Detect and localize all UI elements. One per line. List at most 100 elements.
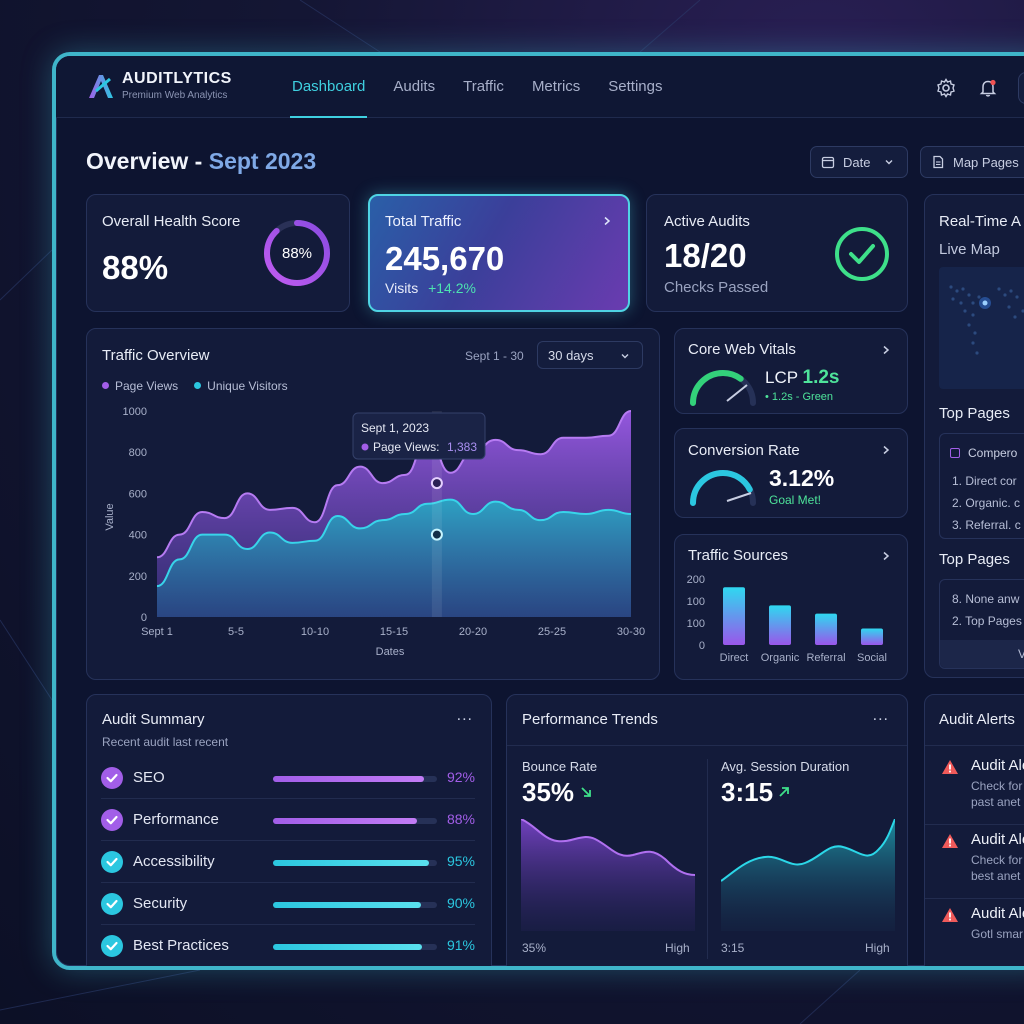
top-page-item[interactable]: 8. None anw [952, 592, 1020, 606]
audit-row-security[interactable]: Security 90% [101, 883, 475, 925]
lcp-label: LCP [765, 368, 798, 387]
health-score-ring: 88% [264, 220, 330, 286]
range-select[interactable]: 30 days [537, 341, 643, 369]
audit-label: Best Practices [133, 937, 229, 954]
conversion-rate-card[interactable]: Conversion Rate 3.12% Goal Met! [674, 428, 908, 518]
bar-referral[interactable] [815, 613, 837, 645]
audit-percent: 95% [446, 853, 475, 869]
calendar-icon [821, 156, 835, 169]
check-icon [101, 851, 123, 873]
bell-icon[interactable] [978, 78, 998, 98]
brand-logo[interactable]: AUDITLYTICS Premium Web Analytics [86, 70, 232, 101]
performance-title: Performance Trends [522, 711, 658, 728]
y-tick-label: 200 [687, 574, 705, 586]
chevron-right-icon[interactable] [881, 551, 891, 561]
session-foot-left: 3:15 [721, 941, 745, 955]
nav-audits[interactable]: Audits [393, 78, 436, 95]
health-score-card[interactable]: Overall Health Score 88% 88% [86, 194, 350, 312]
chevron-right-icon[interactable] [881, 345, 891, 355]
nav-metrics[interactable]: Metrics [531, 78, 581, 95]
chart-tooltip: Sept 1, 2023 Page Views: 1,383 [352, 412, 486, 460]
x-tick-label: 5-5 [228, 626, 244, 638]
bar-social[interactable] [861, 628, 883, 646]
map-pages-button[interactable]: Map Pages [920, 146, 1024, 178]
check-icon [101, 935, 123, 957]
alert-line: best anet [971, 869, 1021, 883]
chevron-right-icon[interactable] [602, 216, 612, 226]
audit-alert-item[interactable]: Audit Ale Check for best anet [925, 821, 1024, 899]
traffic-area-chart[interactable]: 0 200 400 600 800 1000 Value Sept 1, 2023 Page V… [87, 399, 661, 669]
view-more-bar[interactable]: V [940, 640, 1024, 668]
live-map[interactable] [939, 267, 1024, 389]
more-menu-icon[interactable]: ... [872, 707, 889, 724]
bounce-rate-label: Bounce Rate [522, 759, 598, 774]
bar-direct[interactable] [723, 587, 745, 645]
nav-settings[interactable]: Settings [608, 78, 663, 95]
traffic-sources-bar-chart: 0 100 100 200 Direct Organic Referral Social [687, 574, 887, 664]
page-title-text: Overview - [86, 148, 209, 174]
date-filter-button[interactable]: Date [810, 146, 908, 178]
bar-category-label: Social [857, 652, 887, 664]
check-icon [101, 893, 123, 915]
traffic-overview-card: Traffic Overview Sept 1 - 30 30 days Pag… [86, 328, 660, 680]
audit-row-performance[interactable]: Performance 88% [101, 799, 475, 841]
top-page-item[interactable]: 1. Direct cor [952, 474, 1017, 488]
top-page-item[interactable]: 3. Referral. c [952, 518, 1021, 532]
audit-summary-title: Audit Summary [102, 711, 205, 728]
lcp-readout: LCP 1.2s [765, 367, 839, 389]
compare-label: Compero [968, 446, 1018, 460]
audit-alert-item[interactable]: Audit Ale Check for past anet [925, 747, 1024, 825]
compare-row[interactable]: Compero [950, 446, 1017, 460]
audit-progress-fill [273, 860, 429, 866]
y-tick-label: 100 [687, 596, 705, 608]
app-window: AUDITLYTICS Premium Web Analytics Dashbo… [52, 52, 1024, 970]
health-score-value: 88% [102, 249, 169, 286]
top-page-item[interactable]: 2. Top Pages [952, 614, 1022, 628]
chevron-right-icon[interactable] [881, 445, 891, 455]
more-menu-icon[interactable]: ... [456, 707, 473, 724]
chart-legend: Page Views Unique Visitors [102, 379, 288, 393]
check-icon [101, 809, 123, 831]
top-page-item[interactable]: 2. Organic. c [952, 496, 1021, 510]
audit-label: Performance [133, 811, 219, 828]
audit-progress-track [273, 860, 437, 866]
session-duration-label: Avg. Session Duration [721, 759, 850, 774]
compare-icon [950, 448, 960, 458]
total-traffic-card[interactable]: Total Traffic 245,670 Visits +14.2% [368, 194, 630, 312]
user-menu[interactable] [1018, 72, 1024, 104]
audit-row-accessibility[interactable]: Accessibility 95% [101, 841, 475, 883]
active-audits-card[interactable]: Active Audits 18/20 Checks Passed [646, 194, 908, 312]
nav-dashboard[interactable]: Dashboard [278, 56, 379, 118]
core-web-vitals-card[interactable]: Core Web Vitals LCP 1.2s • 1.2s - Green [674, 328, 908, 414]
x-tick-label: 25-25 [538, 626, 566, 638]
document-icon [933, 155, 944, 169]
audit-row-seo[interactable]: SEO 92% [101, 757, 475, 799]
audit-alerts-card: Audit Alerts Audit Ale Check for past anet… [924, 694, 1024, 966]
divider [925, 745, 1024, 746]
audit-alerts-title: Audit Alerts [939, 711, 1015, 728]
audit-row-best-practices[interactable]: Best Practices 91% [101, 925, 475, 966]
audit-label: Security [133, 895, 188, 912]
traffic-sources-card[interactable]: Traffic Sources 0 100 100 200 Direct Organic R… [674, 534, 908, 680]
divider [707, 759, 708, 959]
hover-point-page-views[interactable] [430, 477, 443, 490]
hover-point-unique-visitors[interactable] [430, 528, 443, 541]
performance-trends-card: Performance Trends ... Bounce Rate 35% 3… [506, 694, 908, 966]
realtime-card[interactable]: Real-Time A Live Map Top Pages Compero 1… [924, 194, 1024, 678]
total-traffic-title: Total Traffic [385, 213, 462, 230]
check-circle-icon [835, 227, 889, 281]
brand-name: AUDITLYTICS [122, 70, 232, 87]
gear-icon[interactable] [936, 78, 956, 98]
audit-alert-item[interactable]: Audit Ale Gotl smar [925, 895, 1024, 966]
x-tick-label: Sept 1 [141, 626, 173, 638]
date-filter-label: Date [843, 154, 871, 170]
nav-traffic[interactable]: Traffic [463, 78, 504, 95]
y-tick-label: 400 [129, 530, 147, 542]
active-audits-caption: Checks Passed [664, 279, 769, 296]
bar-organic[interactable] [769, 605, 791, 645]
realtime-title: Real-Time A [939, 213, 1021, 230]
audit-percent: 88% [446, 811, 475, 827]
alert-line: Check for [971, 779, 1023, 793]
session-duration-value: 3:15 [721, 777, 774, 807]
page-title: Overview - Sept 2023 [86, 148, 316, 175]
